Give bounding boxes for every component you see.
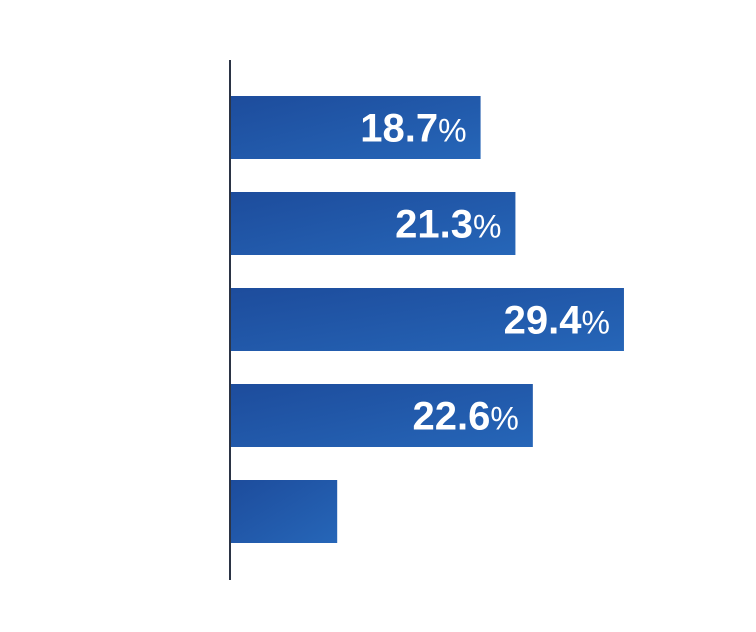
value-label: 29.4% (504, 299, 610, 343)
bar (230, 384, 533, 447)
value-label: 21.3% (395, 203, 501, 247)
bars: 18.7% 21.3% 29.4% 22.6% (230, 96, 624, 543)
bar (230, 480, 338, 543)
bar (230, 288, 624, 351)
bar (230, 192, 516, 255)
value-label: 18.7% (360, 107, 466, 151)
bar (230, 96, 481, 159)
value-label: 22.6% (413, 395, 519, 439)
